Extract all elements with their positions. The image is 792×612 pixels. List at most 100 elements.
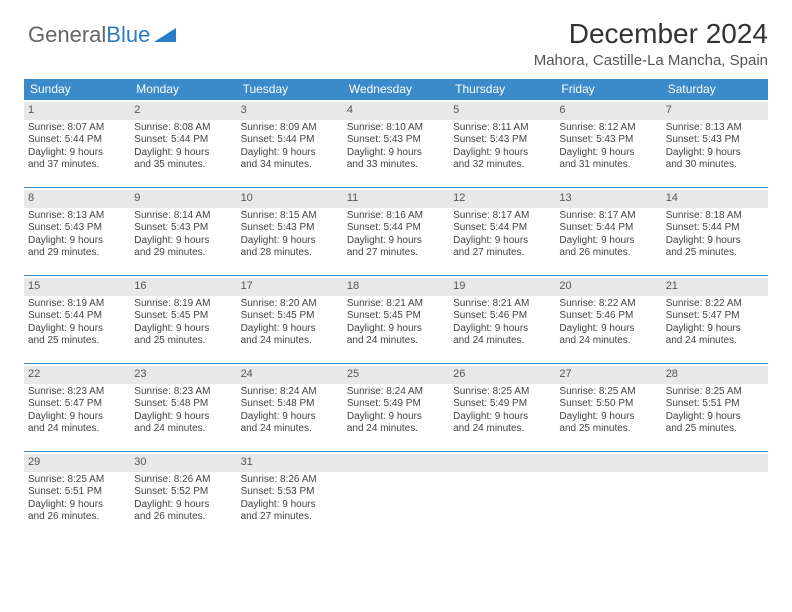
sunset-line: Sunset: 5:43 PM (241, 222, 339, 235)
daylight-line: Daylight: 9 hours (241, 235, 339, 248)
day-number: 25 (343, 366, 449, 384)
day-header: Tuesday (237, 79, 343, 100)
sunrise-line: Sunrise: 8:26 AM (134, 474, 232, 487)
daylight-line: and 25 minutes. (666, 423, 764, 436)
daylight-line: and 24 minutes. (134, 423, 232, 436)
day-number: 2 (130, 102, 236, 120)
calendar-day-cell: 6Sunrise: 8:12 AMSunset: 5:43 PMDaylight… (555, 100, 661, 188)
daylight-line: Daylight: 9 hours (28, 323, 126, 336)
sunrise-line: Sunrise: 8:10 AM (347, 122, 445, 135)
sunset-line: Sunset: 5:50 PM (559, 398, 657, 411)
daylight-line: and 27 minutes. (347, 247, 445, 260)
calendar-day-cell: 1Sunrise: 8:07 AMSunset: 5:44 PMDaylight… (24, 100, 130, 188)
day-number: 10 (237, 190, 343, 208)
calendar-day-cell: 2Sunrise: 8:08 AMSunset: 5:44 PMDaylight… (130, 100, 236, 188)
sunset-line: Sunset: 5:46 PM (559, 310, 657, 323)
calendar-week-row: 22Sunrise: 8:23 AMSunset: 5:47 PMDayligh… (24, 364, 768, 452)
sunrise-line: Sunrise: 8:25 AM (666, 386, 764, 399)
daylight-line: and 34 minutes. (241, 159, 339, 172)
day-number: 19 (449, 278, 555, 296)
daylight-line: Daylight: 9 hours (347, 411, 445, 424)
sunset-line: Sunset: 5:45 PM (241, 310, 339, 323)
empty-day (449, 454, 555, 472)
daylight-line: Daylight: 9 hours (453, 323, 551, 336)
day-number: 3 (237, 102, 343, 120)
day-number: 26 (449, 366, 555, 384)
sunset-line: Sunset: 5:47 PM (28, 398, 126, 411)
calendar-week-row: 15Sunrise: 8:19 AMSunset: 5:44 PMDayligh… (24, 276, 768, 364)
calendar-week-row: 8Sunrise: 8:13 AMSunset: 5:43 PMDaylight… (24, 188, 768, 276)
day-number: 22 (24, 366, 130, 384)
daylight-line: Daylight: 9 hours (666, 147, 764, 160)
calendar-day-cell: 12Sunrise: 8:17 AMSunset: 5:44 PMDayligh… (449, 188, 555, 276)
daylight-line: Daylight: 9 hours (666, 235, 764, 248)
sunset-line: Sunset: 5:49 PM (347, 398, 445, 411)
daylight-line: and 29 minutes. (28, 247, 126, 260)
calendar-day-cell (449, 452, 555, 540)
sunset-line: Sunset: 5:44 PM (28, 310, 126, 323)
sunset-line: Sunset: 5:51 PM (28, 486, 126, 499)
sunrise-line: Sunrise: 8:17 AM (559, 210, 657, 223)
empty-day (662, 454, 768, 472)
daylight-line: and 24 minutes. (241, 423, 339, 436)
daylight-line: Daylight: 9 hours (666, 323, 764, 336)
daylight-line: Daylight: 9 hours (28, 235, 126, 248)
daylight-line: and 26 minutes. (134, 511, 232, 524)
day-number: 18 (343, 278, 449, 296)
sunrise-line: Sunrise: 8:22 AM (666, 298, 764, 311)
daylight-line: and 35 minutes. (134, 159, 232, 172)
day-header: Saturday (662, 79, 768, 100)
daylight-line: and 24 minutes. (347, 423, 445, 436)
sunrise-line: Sunrise: 8:22 AM (559, 298, 657, 311)
sunrise-line: Sunrise: 8:07 AM (28, 122, 126, 135)
daylight-line: Daylight: 9 hours (559, 235, 657, 248)
calendar-day-cell: 28Sunrise: 8:25 AMSunset: 5:51 PMDayligh… (662, 364, 768, 452)
daylight-line: and 24 minutes. (453, 423, 551, 436)
empty-day (555, 454, 661, 472)
calendar-day-cell: 15Sunrise: 8:19 AMSunset: 5:44 PMDayligh… (24, 276, 130, 364)
sunset-line: Sunset: 5:52 PM (134, 486, 232, 499)
sunset-line: Sunset: 5:43 PM (453, 134, 551, 147)
daylight-line: and 25 minutes. (134, 335, 232, 348)
sunrise-line: Sunrise: 8:08 AM (134, 122, 232, 135)
sunrise-line: Sunrise: 8:13 AM (28, 210, 126, 223)
empty-day (343, 454, 449, 472)
daylight-line: Daylight: 9 hours (28, 411, 126, 424)
daylight-line: and 24 minutes. (241, 335, 339, 348)
day-number: 20 (555, 278, 661, 296)
sunrise-line: Sunrise: 8:09 AM (241, 122, 339, 135)
sunset-line: Sunset: 5:43 PM (347, 134, 445, 147)
calendar-day-cell: 23Sunrise: 8:23 AMSunset: 5:48 PMDayligh… (130, 364, 236, 452)
sunset-line: Sunset: 5:44 PM (559, 222, 657, 235)
sunset-line: Sunset: 5:48 PM (134, 398, 232, 411)
brand-logo: GeneralBlue (28, 22, 176, 48)
daylight-line: Daylight: 9 hours (134, 323, 232, 336)
calendar-day-cell: 14Sunrise: 8:18 AMSunset: 5:44 PMDayligh… (662, 188, 768, 276)
day-number: 23 (130, 366, 236, 384)
calendar-day-cell: 30Sunrise: 8:26 AMSunset: 5:52 PMDayligh… (130, 452, 236, 540)
logo-triangle-icon (154, 22, 176, 48)
calendar-day-cell: 20Sunrise: 8:22 AMSunset: 5:46 PMDayligh… (555, 276, 661, 364)
day-number: 27 (555, 366, 661, 384)
calendar-day-cell: 27Sunrise: 8:25 AMSunset: 5:50 PMDayligh… (555, 364, 661, 452)
daylight-line: Daylight: 9 hours (134, 147, 232, 160)
calendar-day-cell: 8Sunrise: 8:13 AMSunset: 5:43 PMDaylight… (24, 188, 130, 276)
calendar-day-cell: 24Sunrise: 8:24 AMSunset: 5:48 PMDayligh… (237, 364, 343, 452)
day-number: 8 (24, 190, 130, 208)
day-header: Friday (555, 79, 661, 100)
daylight-line: and 24 minutes. (347, 335, 445, 348)
calendar-day-cell: 4Sunrise: 8:10 AMSunset: 5:43 PMDaylight… (343, 100, 449, 188)
daylight-line: Daylight: 9 hours (559, 411, 657, 424)
daylight-line: and 24 minutes. (559, 335, 657, 348)
sunset-line: Sunset: 5:43 PM (559, 134, 657, 147)
calendar-day-cell: 18Sunrise: 8:21 AMSunset: 5:45 PMDayligh… (343, 276, 449, 364)
logo-text-2: Blue (106, 22, 150, 48)
sunset-line: Sunset: 5:44 PM (453, 222, 551, 235)
daylight-line: Daylight: 9 hours (347, 323, 445, 336)
calendar-day-cell: 11Sunrise: 8:16 AMSunset: 5:44 PMDayligh… (343, 188, 449, 276)
calendar-day-cell: 13Sunrise: 8:17 AMSunset: 5:44 PMDayligh… (555, 188, 661, 276)
sunset-line: Sunset: 5:51 PM (666, 398, 764, 411)
day-number: 11 (343, 190, 449, 208)
sunrise-line: Sunrise: 8:21 AM (347, 298, 445, 311)
calendar-day-cell: 5Sunrise: 8:11 AMSunset: 5:43 PMDaylight… (449, 100, 555, 188)
